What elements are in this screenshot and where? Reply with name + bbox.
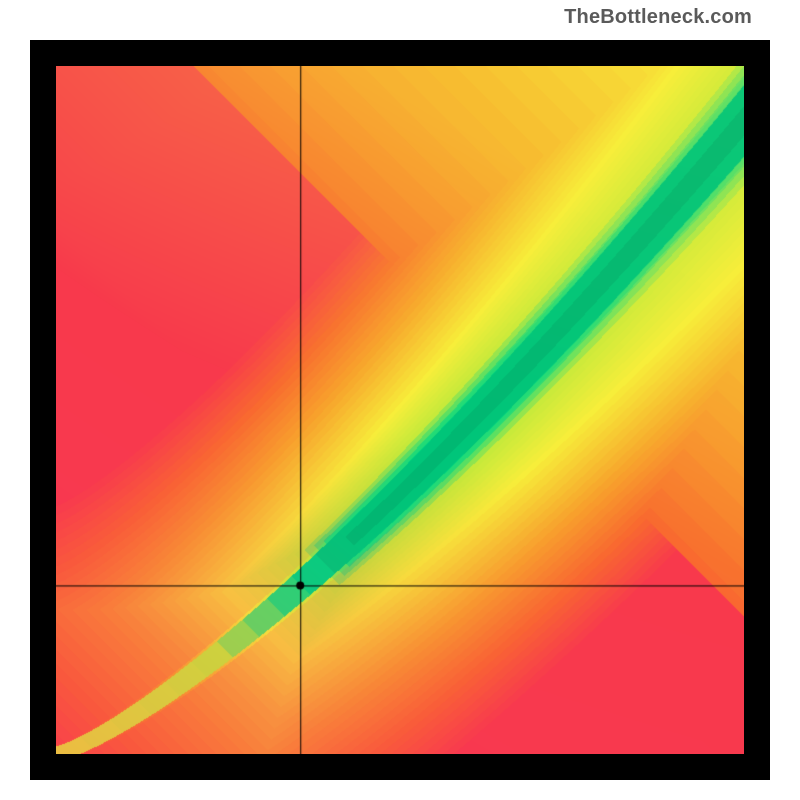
chart-plot-area: [56, 66, 744, 754]
bottleneck-heatmap: [56, 66, 744, 754]
page-root: TheBottleneck.com: [0, 0, 800, 800]
chart-frame: [30, 40, 770, 780]
watermark-text: TheBottleneck.com: [564, 6, 752, 29]
